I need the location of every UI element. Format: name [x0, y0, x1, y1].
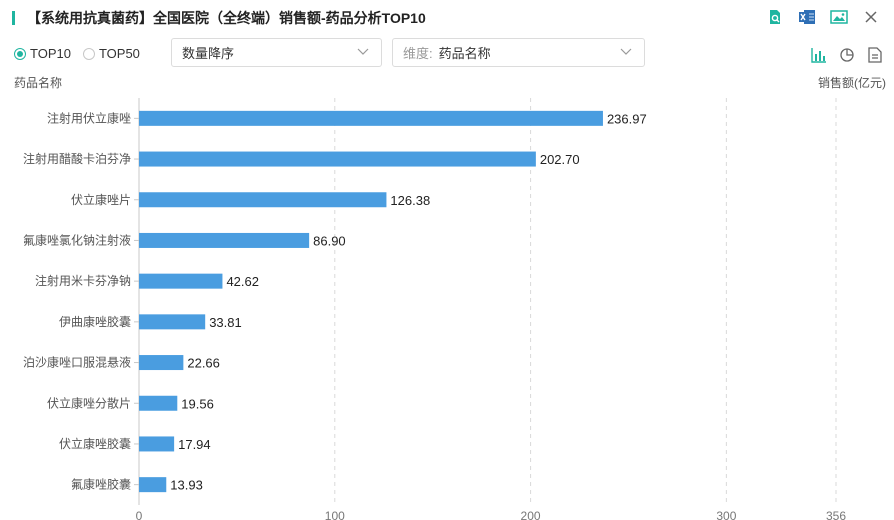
- bar: [139, 151, 536, 167]
- x-axis-title: 销售额(亿元): [818, 76, 886, 90]
- bar: [139, 110, 603, 126]
- value-label: 19.56: [181, 396, 214, 411]
- toolbar: [766, 8, 880, 26]
- sort-select-value: 数量降序: [182, 46, 235, 61]
- radio-top10[interactable]: TOP10: [14, 46, 71, 61]
- dimension-select-prefix: 维度:: [403, 46, 433, 61]
- bar: [139, 395, 178, 411]
- bar: [139, 314, 206, 330]
- x-tick-label: 356: [826, 509, 846, 520]
- category-label: 注射用米卡芬净钠: [35, 273, 131, 288]
- radio-top10-label: TOP10: [30, 46, 71, 61]
- category-label: 伏立康唑片: [71, 192, 131, 207]
- bar: [139, 232, 310, 248]
- category-label: 氟康唑胶囊: [71, 477, 131, 492]
- title-accent-bar: [12, 11, 15, 25]
- radio-top50[interactable]: TOP50: [82, 46, 140, 61]
- category-label: 伊曲康唑胶囊: [59, 314, 131, 329]
- value-label: 86.90: [313, 233, 346, 248]
- bar: [139, 192, 387, 208]
- radio-top50-label: TOP50: [98, 46, 140, 61]
- value-label: 22.66: [187, 356, 220, 371]
- category-label: 注射用醋酸卡泊芬净: [23, 151, 131, 166]
- value-label: 33.81: [209, 315, 242, 330]
- x-tick-label: 0: [136, 509, 143, 520]
- bar: [139, 355, 184, 371]
- bar: [139, 477, 167, 493]
- dimension-select[interactable]: 维度: 药品名称: [392, 38, 645, 67]
- pie-chart-icon[interactable]: [838, 46, 856, 64]
- chevron-down-icon: [357, 48, 369, 55]
- x-tick-label: 300: [716, 509, 736, 520]
- view-switcher: [810, 46, 884, 64]
- table-icon[interactable]: [866, 46, 884, 64]
- x-tick-label: 200: [521, 509, 541, 520]
- radio-checked-icon: [14, 47, 26, 60]
- value-label: 202.70: [540, 152, 580, 167]
- category-label: 注射用伏立康唑: [47, 110, 131, 125]
- title-bar: 【系统用抗真菌药】全国医院（全终端）销售额-药品分析TOP10: [12, 8, 426, 28]
- value-label: 236.97: [607, 111, 647, 126]
- image-export-icon[interactable]: [830, 8, 848, 26]
- category-label: 伏立康唑胶囊: [59, 436, 131, 451]
- category-label: 伏立康唑分散片: [47, 395, 131, 410]
- category-label: 氟康唑氯化钠注射液: [23, 232, 131, 247]
- bar: [139, 273, 223, 289]
- dimension-select-value: 药品名称: [438, 46, 491, 61]
- top-n-radio-group: TOP10 TOP50: [14, 46, 140, 61]
- category-label: 泊沙康唑口服混悬液: [23, 355, 131, 370]
- value-label: 17.94: [178, 437, 211, 452]
- sort-select[interactable]: 数量降序: [171, 38, 382, 67]
- page-title: 【系统用抗真菌药】全国医院（全终端）销售额-药品分析TOP10: [27, 10, 426, 26]
- excel-export-icon[interactable]: [798, 8, 816, 26]
- value-label: 42.62: [226, 274, 259, 289]
- value-label: 126.38: [390, 193, 430, 208]
- value-label: 13.93: [170, 478, 203, 493]
- chevron-down-icon: [620, 48, 632, 55]
- bar: [139, 436, 175, 452]
- radio-unchecked-icon: [82, 47, 95, 60]
- search-doc-icon[interactable]: [766, 8, 784, 26]
- y-axis-title: 药品名称: [14, 76, 63, 90]
- bar-chart-icon[interactable]: [810, 46, 828, 64]
- close-icon[interactable]: [862, 8, 880, 26]
- x-tick-label: 100: [325, 509, 345, 520]
